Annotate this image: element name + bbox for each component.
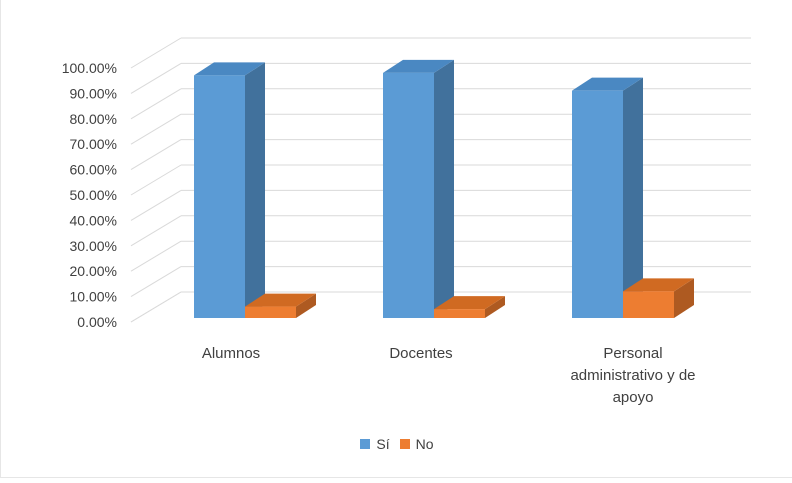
legend-label-no: No xyxy=(415,436,434,452)
legend-item-si: Sí xyxy=(360,436,390,452)
x-tick-label: Docentes xyxy=(389,345,452,362)
legend-swatch-si xyxy=(360,439,371,449)
gridline-diag xyxy=(130,88,182,120)
bar-side-no xyxy=(296,293,316,318)
chart-legend: Sí No xyxy=(1,436,792,452)
legend-item-no: No xyxy=(399,436,434,452)
gridline-diag xyxy=(130,189,182,221)
x-tick-label: Alumnos xyxy=(202,345,260,362)
bar-top-si xyxy=(194,62,265,76)
y-tick-label: 60.00% xyxy=(70,162,117,178)
gridline-diag xyxy=(130,62,182,94)
bar-top-no xyxy=(245,293,316,307)
legend-label-si: Sí xyxy=(376,436,390,452)
bar-top-si xyxy=(383,59,454,73)
y-tick-label: 70.00% xyxy=(70,136,117,152)
bar-side-no xyxy=(674,278,694,318)
bar-no xyxy=(434,309,485,318)
bar-top-no xyxy=(623,278,694,292)
x-tick-label: administrativo y de xyxy=(570,367,695,384)
y-tick-label: 30.00% xyxy=(70,238,117,254)
y-tick-label: 10.00% xyxy=(70,289,117,305)
bar-no xyxy=(245,306,296,318)
gridline-diag xyxy=(130,37,182,69)
bar-si xyxy=(383,72,434,318)
y-tick-label: 80.00% xyxy=(70,111,117,127)
bar-top-si xyxy=(572,77,643,91)
bar-side-si xyxy=(245,62,265,319)
gridline-diag xyxy=(130,164,182,196)
legend-swatch-no xyxy=(399,439,410,449)
y-tick-label: 20.00% xyxy=(70,263,117,279)
y-tick-label: 90.00% xyxy=(70,85,117,101)
floor-edge xyxy=(130,291,182,323)
gridline-diag xyxy=(130,215,182,247)
y-tick-label: 0.00% xyxy=(77,314,117,330)
x-axis-labels: Alumnos Docentes Personal administrativo y … xyxy=(202,345,696,406)
x-tick-label: apoyo xyxy=(613,389,654,406)
bar-side-si xyxy=(434,59,454,318)
bar-side-no xyxy=(485,296,505,318)
y-tick-label: 100.00% xyxy=(62,60,117,76)
bar-top-no xyxy=(434,296,505,310)
gridline-diag xyxy=(130,240,182,272)
chart-grid xyxy=(130,37,751,323)
gridline-diag xyxy=(130,139,182,171)
bar-side-si xyxy=(623,77,643,318)
x-tick-label: Personal xyxy=(603,345,662,362)
chart-bars xyxy=(194,59,694,319)
y-axis-ticks: 0.00% 10.00% 20.00% 30.00% 40.00% 50.00% 60.00… xyxy=(62,60,117,330)
y-tick-label: 40.00% xyxy=(70,212,117,228)
bar-si xyxy=(572,90,623,318)
gridline-diag xyxy=(130,113,182,145)
bar-no xyxy=(623,291,674,318)
bar-si xyxy=(194,75,245,319)
y-tick-label: 50.00% xyxy=(70,187,117,203)
gridline-diag xyxy=(130,266,182,298)
